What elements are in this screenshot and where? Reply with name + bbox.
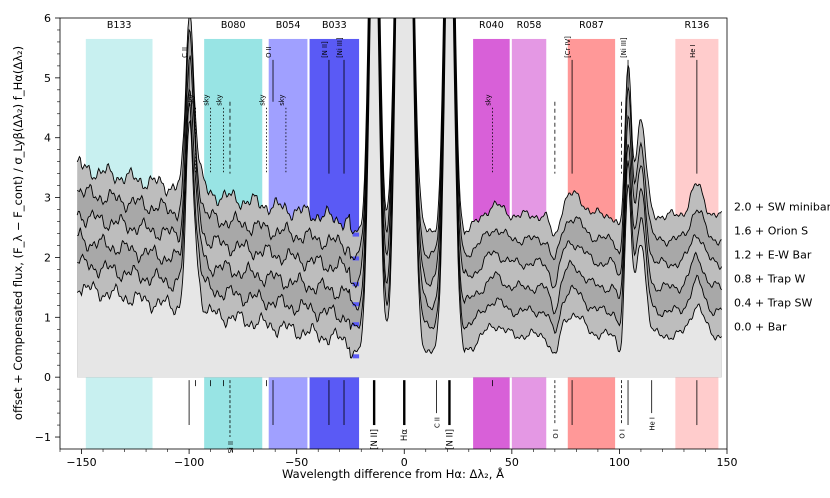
band-label-B033: B033 (322, 20, 347, 31)
series-label-5: 2.0 + SW minibar (734, 201, 830, 214)
x-tick-label-3: 0 (401, 456, 408, 469)
band-label-R087: R087 (579, 20, 604, 31)
series-label-0: 0.0 + Bar (734, 320, 787, 333)
upper-line-label-6: O II (265, 46, 273, 58)
band-label-R136: R136 (685, 20, 710, 31)
series-marker-2 (352, 302, 360, 307)
upper-line-label-0: C II (181, 47, 189, 58)
spectrum-curves (76, 18, 723, 359)
y-tick-label-0: −1 (35, 431, 51, 444)
lower-line-label-14: O I (552, 429, 560, 439)
upper-line-label-8: [N II] (321, 41, 329, 58)
upper-line-label-2: sky (203, 95, 211, 106)
lower-line-label-12: [N II] (445, 429, 455, 450)
upper-line-label-3: sky (216, 95, 224, 106)
upper-line-label-1: sky (188, 95, 196, 106)
series-label-1: 0.4 + Trap SW (734, 296, 813, 309)
y-tick-label-1: 0 (44, 371, 51, 384)
band-label-R058: R058 (517, 20, 542, 31)
lower-line-label-4: Si II (227, 441, 235, 453)
band-label-B133: B133 (107, 20, 132, 31)
axes: −150 −100 −50 0 50 100 150 −1 0 1 2 3 4 5 6 (35, 12, 738, 469)
y-tick-label-5: 4 (44, 132, 51, 145)
x-tick-label-1: −100 (174, 456, 204, 469)
y-tick-label-4: 3 (44, 192, 51, 205)
band-label-R040: R040 (479, 20, 504, 31)
series-fill-0 (77, 18, 722, 378)
upper-line-label-5: sky (259, 95, 267, 106)
lower-line-label-11: C II (434, 417, 442, 428)
lower-line-label-10: Hα (400, 429, 410, 441)
series-marker-1 (352, 322, 360, 327)
series-label-4: 1.6 + Orion S (734, 225, 808, 238)
series-labels: 0.0 + Bar 0.4 + Trap SW 0.8 + Trap W 1.2 + … (734, 201, 830, 334)
series-marker-0 (352, 354, 360, 359)
upper-line-label-9: [Ni III] (336, 37, 344, 58)
lower-line-label-9: [N II] (370, 429, 380, 450)
x-tick-label-5: 100 (609, 456, 630, 469)
lower-line-label-16: O I (619, 429, 627, 439)
series-marker-5 (352, 232, 360, 237)
series-label-3: 1.2 + E-W Bar (734, 248, 812, 261)
y-axis-label: offset + Compensated flux, (F_λ − F_cont… (11, 46, 25, 420)
series-label-2: 0.8 + Trap W (734, 272, 806, 285)
upper-line-label-12: [Cr IV] (564, 36, 572, 58)
lower-line-label-18: He I (649, 417, 657, 430)
band-label-B080: B080 (221, 20, 246, 31)
y-tick-label-6: 5 (44, 72, 51, 85)
series-marker-3 (352, 282, 360, 287)
series-line-0 (76, 18, 722, 359)
lower-line-markers (188, 380, 698, 438)
upper-line-label-7: sky (278, 95, 286, 106)
series-line-3 (76, 18, 723, 289)
series-line-4 (76, 18, 722, 261)
upper-line-label-15: He I (689, 44, 697, 57)
y-tick-label-7: 6 (44, 12, 51, 25)
x-tick-label-0: −150 (66, 456, 96, 469)
series-line-2 (77, 18, 722, 315)
series-marker-4 (352, 256, 360, 261)
x-tick-label-4: 50 (505, 456, 519, 469)
upper-line-label-14: [Ni III] (620, 37, 628, 58)
y-tick-label-2: 1 (44, 311, 51, 324)
series-line-1 (77, 18, 722, 334)
x-tick-label-2: −50 (285, 456, 308, 469)
band-label-B054: B054 (276, 20, 301, 31)
y-tick-label-3: 2 (44, 251, 51, 264)
x-tick-label-6: 150 (717, 456, 738, 469)
upper-line-label-10: sky (484, 95, 492, 106)
series-line-5 (76, 18, 722, 237)
plot-area (76, 18, 723, 449)
x-axis-label: Wavelength difference from Hα: Δλ₂, Å (282, 466, 504, 481)
